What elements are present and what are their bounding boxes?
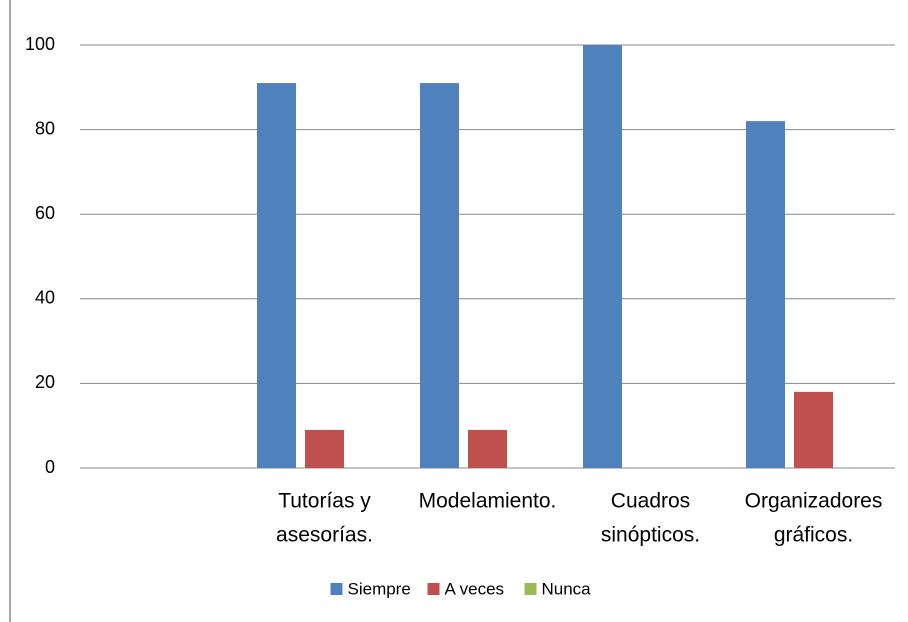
y-tick-label: 0 [45, 457, 55, 477]
legend-swatch [524, 583, 537, 595]
bar [583, 45, 622, 468]
bar [257, 83, 296, 468]
x-tick-label: asesorías. [276, 524, 373, 547]
x-tick-label: Cuadros [611, 490, 690, 513]
bar [305, 429, 344, 468]
y-tick-label: 60 [35, 203, 55, 223]
y-tick-label: 100 [25, 34, 55, 54]
legend-swatch [427, 583, 440, 595]
x-tick-label: gráficos. [774, 524, 853, 547]
x-tick-label: Modelamiento. [419, 490, 557, 513]
bar [794, 391, 833, 468]
bar [468, 429, 507, 468]
bar [420, 83, 459, 468]
y-tick-label: 20 [35, 372, 55, 392]
y-tick-label: 40 [35, 288, 55, 308]
y-tick-label: 80 [35, 118, 55, 138]
legend-label: A veces [445, 579, 505, 598]
x-tick-label: sinópticos. [601, 524, 700, 547]
x-tick-label: Tutorías y [278, 490, 371, 513]
legend-swatch [330, 583, 343, 595]
x-tick-label: Organizadores [745, 490, 883, 513]
bar [746, 121, 785, 468]
legend-label: Nunca [542, 579, 592, 598]
legend-label: Siempre [348, 579, 411, 598]
